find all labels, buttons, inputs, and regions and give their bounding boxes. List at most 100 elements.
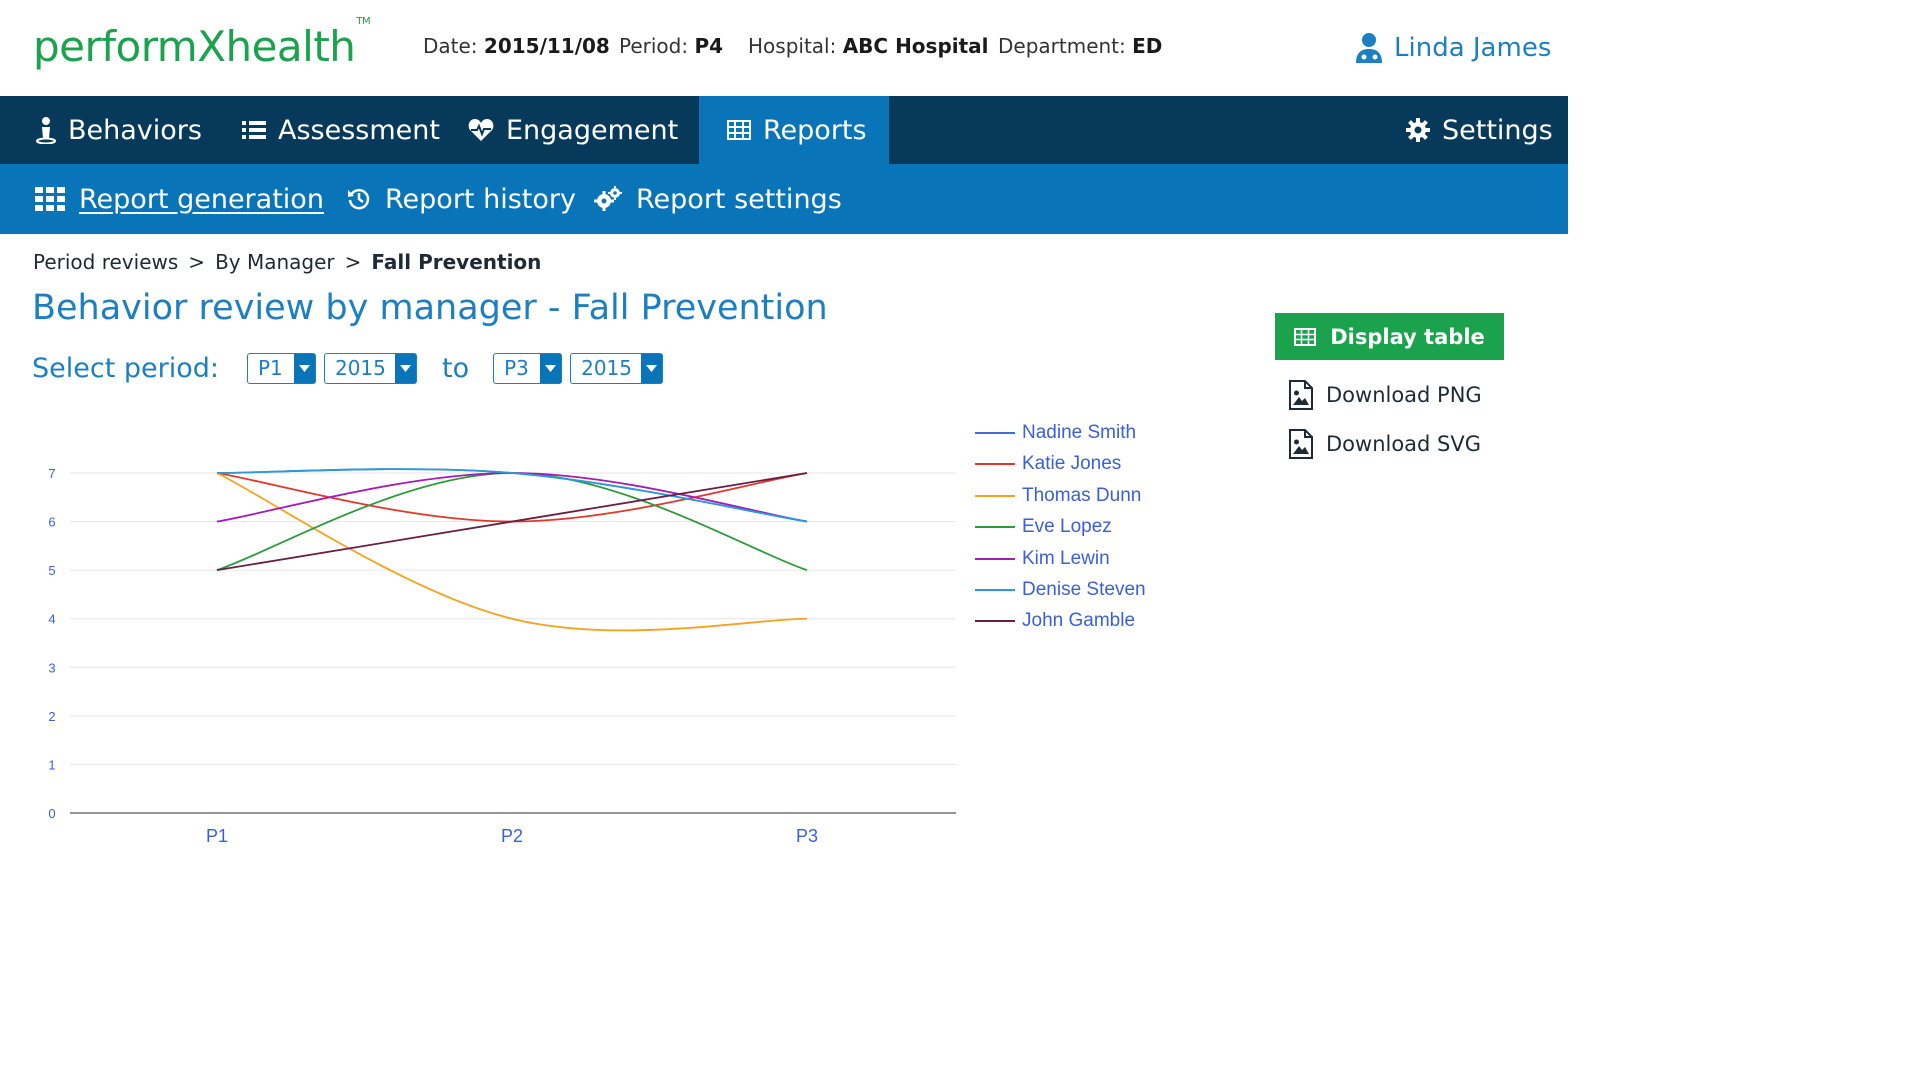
- gears-icon: [594, 186, 622, 211]
- legend-label: Katie Jones: [1022, 453, 1122, 475]
- user-menu[interactable]: Linda James: [1354, 32, 1551, 64]
- legend-label: Kim Lewin: [1022, 547, 1110, 569]
- user-name: Linda James: [1394, 33, 1552, 63]
- nav-label: Settings: [1442, 114, 1553, 146]
- legend-label: Eve Lopez: [1022, 516, 1112, 538]
- breadcrumb-current: Fall Prevention: [371, 250, 542, 274]
- legend-item[interactable]: Kim Lewin: [975, 548, 1110, 570]
- from-period-select[interactable]: P1: [246, 352, 316, 384]
- breadcrumb-separator: >: [344, 250, 362, 274]
- breadcrumb: Period reviews > By Manager > Fall Preventio…: [33, 250, 541, 274]
- y-tick-label: 2: [48, 709, 55, 724]
- series-line-nadine-smith[interactable]: [216, 468, 808, 523]
- chevron-down-icon: [293, 353, 315, 383]
- department-info: Department: ED: [998, 34, 1162, 58]
- x-tick-label: P1: [206, 826, 228, 846]
- hospital-label: Hospital:: [748, 34, 837, 58]
- breadcrumb-separator: >: [188, 250, 206, 274]
- hospital-info: Hospital: ABC Hospital: [748, 34, 989, 58]
- series-line-katie-jones[interactable]: [216, 472, 808, 523]
- nav-item-engagement[interactable]: Engagement: [468, 96, 678, 164]
- nav-item-assessment[interactable]: Assessment: [242, 96, 440, 164]
- display-table-label: Display table: [1330, 324, 1485, 349]
- legend-item[interactable]: John Gamble: [975, 610, 1135, 632]
- subnav-label: Report history: [385, 183, 576, 215]
- chevron-down-icon: [540, 353, 562, 383]
- from-year-value: 2015: [334, 356, 386, 380]
- subnav-report-settings[interactable]: Report settings: [594, 164, 842, 234]
- main-nav: Behaviors Assessment Engagement Reports …: [0, 96, 1568, 164]
- page-title: Behavior review by manager - Fall Preven…: [32, 288, 828, 328]
- table-icon: [727, 120, 751, 140]
- heartbeat-icon: [468, 119, 494, 141]
- chevron-down-icon: [394, 353, 416, 383]
- date-info: Date: 2015/11/08: [423, 34, 610, 58]
- to-year-select[interactable]: 2015: [570, 352, 664, 384]
- sub-nav: Report generation Report history Report …: [0, 164, 1568, 234]
- download-png-link[interactable]: Download PNG: [1288, 380, 1482, 410]
- legend-swatch: [975, 494, 1015, 497]
- behavior-line-chart: 0 1 2 3 4 5 6 7 P1 P2 P3: [48, 466, 956, 846]
- to-label: to: [441, 352, 470, 384]
- nav-label: Reports: [763, 114, 867, 146]
- to-period-value: P3: [504, 356, 529, 380]
- nav-label: Behaviors: [68, 114, 202, 146]
- period-selector: Select period: P1 2015 to P3 2015: [32, 352, 671, 384]
- x-tick-label: P2: [501, 826, 523, 846]
- nav-item-settings[interactable]: Settings: [1406, 96, 1553, 164]
- nav-item-behaviors[interactable]: Behaviors: [36, 96, 202, 164]
- breadcrumb-period-reviews[interactable]: Period reviews: [33, 250, 179, 274]
- legend-label: John Gamble: [1022, 610, 1136, 632]
- nav-label: Assessment: [278, 114, 440, 146]
- breadcrumb-by-manager[interactable]: By Manager: [215, 250, 335, 274]
- subnav-report-generation[interactable]: Report generation: [35, 164, 324, 234]
- legend-item[interactable]: Nadine Smith: [975, 422, 1136, 444]
- legend-swatch: [975, 620, 1015, 623]
- date-label: Date:: [423, 34, 478, 58]
- period-selector-label: Select period:: [32, 352, 219, 384]
- legend-swatch: [975, 589, 1015, 591]
- y-tick-label: 4: [48, 612, 55, 627]
- series-line-denise-steven[interactable]: [216, 468, 808, 523]
- series-line-kim-lewin[interactable]: [216, 472, 808, 523]
- nav-item-reports[interactable]: Reports: [699, 96, 889, 164]
- top-header: performXhealthTM Date: 2015/11/08 Period…: [0, 0, 1568, 96]
- y-tick-label: 6: [48, 515, 55, 530]
- series-line-thomas-dunn[interactable]: [216, 472, 808, 632]
- period-label: Period:: [619, 34, 689, 58]
- department-value: ED: [1132, 34, 1163, 58]
- legend-item[interactable]: Denise Steven: [975, 579, 1146, 601]
- table-icon: [1294, 327, 1317, 346]
- display-table-button[interactable]: Display table: [1275, 313, 1504, 360]
- subnav-label: Report settings: [636, 183, 842, 215]
- legend-item[interactable]: Katie Jones: [975, 453, 1121, 475]
- download-png-label: Download PNG: [1326, 383, 1482, 407]
- legend-swatch: [975, 526, 1015, 529]
- user-doctor-icon: [1356, 33, 1382, 63]
- list-icon: [242, 121, 266, 139]
- grid-icon: [35, 187, 65, 211]
- download-svg-link[interactable]: Download SVG: [1288, 429, 1481, 459]
- legend-item[interactable]: Thomas Dunn: [975, 485, 1141, 507]
- legend-swatch: [975, 557, 1015, 560]
- series-line-john-gamble[interactable]: [216, 472, 808, 572]
- image-file-icon: [1289, 380, 1313, 410]
- person-icon: [36, 117, 56, 144]
- from-year-select[interactable]: 2015: [323, 352, 417, 384]
- legend-label: Denise Steven: [1022, 579, 1146, 600]
- chevron-down-icon: [641, 353, 663, 383]
- nav-label: Engagement: [506, 114, 679, 146]
- legend-item[interactable]: Eve Lopez: [975, 516, 1112, 538]
- period-value: P4: [694, 34, 724, 58]
- y-tick-label: 0: [48, 806, 55, 821]
- subnav-report-history[interactable]: Report history: [347, 164, 576, 234]
- brand-logo[interactable]: performXhealthTM: [33, 16, 371, 71]
- y-tick-label: 7: [48, 466, 55, 481]
- logo-text: performXhealth: [33, 22, 356, 71]
- legend-swatch: [975, 432, 1015, 434]
- period-info: Period: P4: [619, 34, 723, 58]
- department-label: Department:: [998, 34, 1126, 58]
- to-period-select[interactable]: P3: [493, 352, 563, 384]
- legend-label: Nadine Smith: [1022, 422, 1137, 443]
- download-svg-label: Download SVG: [1326, 432, 1482, 456]
